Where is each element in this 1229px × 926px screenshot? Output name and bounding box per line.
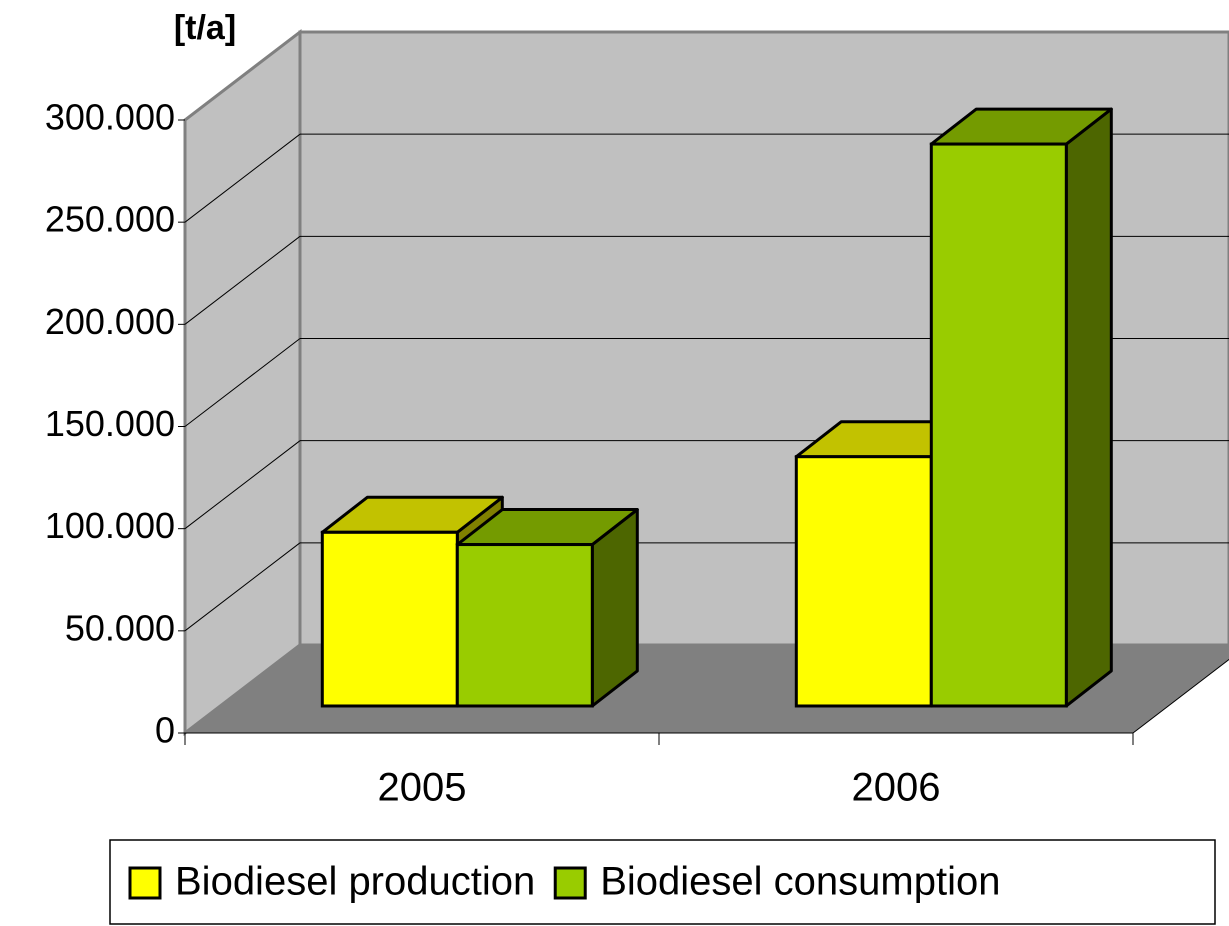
bar: [794, 455, 933, 708]
x-tick-label: 2006: [852, 766, 941, 810]
y-tick-label: 200.000: [45, 301, 175, 342]
bar: [320, 530, 459, 708]
grid-line: [184, 440, 301, 530]
y-tick-label: 50.000: [65, 607, 175, 648]
x-tick-label: 2005: [378, 766, 467, 810]
legend-label: Biodiesel production: [175, 860, 535, 904]
grid-line: [184, 338, 301, 427]
legend-swatch: [553, 866, 587, 900]
y-tick-label: 250.000: [45, 199, 175, 240]
y-axis-label: [t/a]: [174, 9, 236, 47]
y-tick-label: 100.000: [45, 505, 175, 546]
y-tick-label: 0: [155, 710, 175, 751]
grid-line: [184, 542, 301, 632]
y-tick-label: 300.000: [45, 97, 175, 138]
bar-side: [1064, 107, 1113, 708]
bar: [929, 142, 1068, 708]
bar: [455, 543, 594, 708]
legend: [109, 839, 1216, 925]
legend-label: Biodiesel consumption: [600, 860, 1000, 904]
y-tick-label: 150.000: [45, 403, 175, 444]
grid-line: [184, 235, 301, 325]
grid-line: [184, 133, 301, 223]
legend-swatch: [128, 866, 162, 900]
